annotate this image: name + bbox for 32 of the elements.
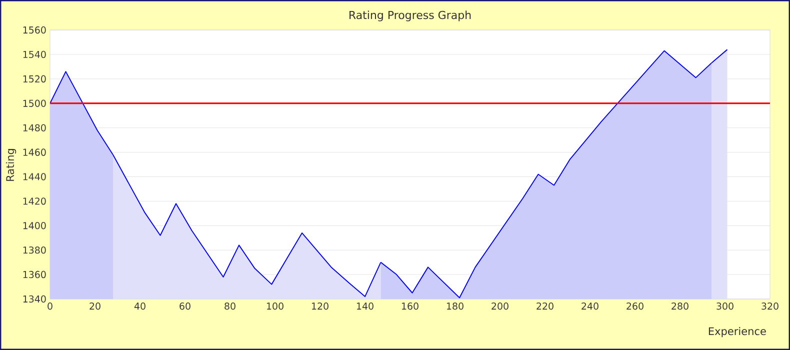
y-tick-label: 1440	[23, 173, 46, 180]
x-tick-label: 200	[492, 302, 508, 310]
x-tick-label: 160	[402, 302, 418, 310]
y-tick-label: 1340	[23, 295, 46, 303]
x-tick-label: 240	[582, 302, 598, 310]
x-tick-label: 280	[672, 302, 688, 310]
y-axis-title: Rating	[6, 149, 16, 181]
x-tick-label: 20	[90, 302, 100, 310]
y-tick-label: 1560	[23, 26, 46, 34]
x-tick-label: 80	[224, 302, 236, 310]
y-tick-label: 1520	[23, 75, 46, 83]
y-tick-label: 1540	[23, 50, 46, 58]
x-tick-label: 320	[762, 302, 778, 310]
x-tick-label: 260	[626, 302, 644, 310]
x-tick-label: 140	[356, 302, 374, 310]
x-tick-label: 180	[446, 302, 464, 310]
y-tick-label: 1360	[23, 270, 46, 278]
x-tick-label: 60	[180, 302, 190, 310]
y-tick-label: 1420	[23, 198, 46, 205]
y-tick-label: 1500	[23, 100, 46, 107]
x-tick-label: 300	[716, 302, 734, 310]
x-tick-label: 0	[48, 302, 52, 310]
y-tick-label: 1460	[23, 148, 46, 156]
y-tick-label: 1380	[23, 246, 46, 254]
x-tick-label: 220	[536, 302, 554, 310]
x-tick-label: 120	[312, 302, 328, 310]
y-tick-label: 1480	[23, 124, 46, 132]
y-tick-label: 1400	[23, 222, 46, 230]
x-axis-title: Experience	[708, 327, 766, 338]
chart-title: Rating Progress Graph	[350, 10, 471, 22]
x-tick-label: 100	[266, 302, 284, 310]
x-tick-label: 40	[134, 302, 146, 310]
